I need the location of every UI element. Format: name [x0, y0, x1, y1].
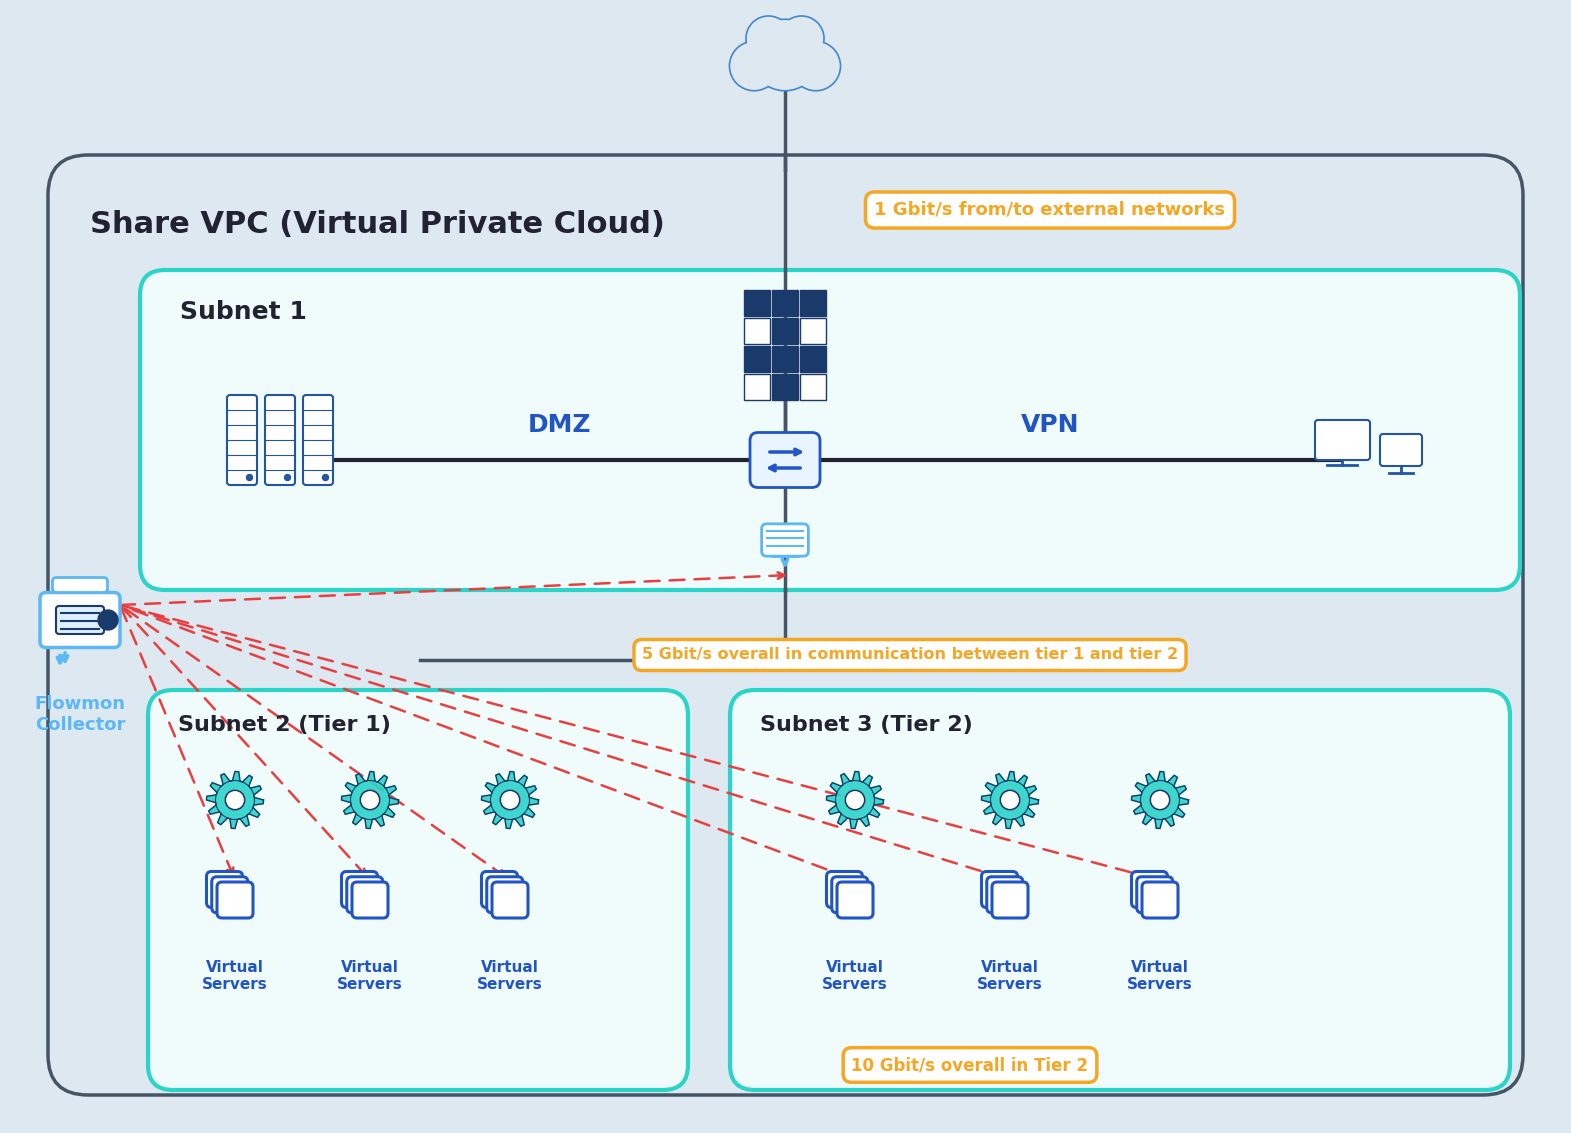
Text: 5 Gbit/s overall in communication between tier 1 and tier 2: 5 Gbit/s overall in communication betwee… [643, 647, 1178, 663]
Circle shape [749, 19, 820, 91]
FancyBboxPatch shape [265, 395, 295, 485]
Circle shape [247, 475, 253, 480]
Circle shape [751, 20, 818, 90]
FancyBboxPatch shape [1142, 881, 1178, 918]
Text: Virtual
Servers: Virtual Servers [478, 960, 544, 993]
Polygon shape [341, 772, 399, 828]
Text: Virtual
Servers: Virtual Servers [977, 960, 1043, 993]
Bar [745, 347, 770, 372]
Circle shape [793, 43, 839, 90]
FancyBboxPatch shape [492, 881, 528, 918]
Circle shape [500, 790, 520, 810]
Bar [773, 318, 798, 343]
Circle shape [284, 475, 291, 480]
Bar [773, 374, 798, 400]
FancyBboxPatch shape [57, 606, 104, 634]
Polygon shape [826, 772, 883, 828]
Text: Virtual
Servers: Virtual Servers [1126, 960, 1192, 993]
FancyBboxPatch shape [991, 881, 1027, 918]
Bar [745, 290, 770, 316]
Circle shape [225, 790, 245, 810]
Bar [773, 347, 798, 372]
Circle shape [97, 610, 118, 630]
FancyBboxPatch shape [831, 877, 867, 913]
Text: Flowmon
Collector: Flowmon Collector [35, 695, 126, 734]
Text: Virtual
Servers: Virtual Servers [338, 960, 402, 993]
Text: 1 Gbit/s from/to external networks: 1 Gbit/s from/to external networks [875, 201, 1225, 219]
Text: Virtual
Servers: Virtual Servers [822, 960, 888, 993]
Bar [800, 290, 826, 316]
Bar [773, 290, 798, 316]
Circle shape [781, 17, 823, 60]
Polygon shape [1131, 772, 1189, 828]
FancyBboxPatch shape [1379, 434, 1422, 466]
Text: Subnet 3 (Tier 2): Subnet 3 (Tier 2) [760, 715, 972, 735]
FancyBboxPatch shape [352, 881, 388, 918]
Polygon shape [206, 772, 264, 828]
FancyBboxPatch shape [987, 877, 1023, 913]
Circle shape [845, 790, 864, 810]
FancyBboxPatch shape [212, 877, 248, 913]
FancyBboxPatch shape [49, 155, 1522, 1094]
FancyBboxPatch shape [341, 871, 377, 908]
FancyBboxPatch shape [52, 578, 107, 593]
Circle shape [731, 43, 778, 90]
FancyBboxPatch shape [148, 690, 688, 1090]
FancyBboxPatch shape [762, 523, 809, 556]
Circle shape [360, 790, 380, 810]
FancyBboxPatch shape [481, 871, 517, 908]
Bar [800, 318, 826, 343]
Circle shape [322, 475, 328, 480]
Circle shape [792, 42, 840, 91]
Circle shape [746, 17, 790, 60]
FancyBboxPatch shape [731, 690, 1510, 1090]
Bar [745, 318, 770, 343]
FancyBboxPatch shape [140, 270, 1521, 590]
Text: Virtual
Servers: Virtual Servers [203, 960, 269, 993]
FancyBboxPatch shape [1315, 420, 1370, 460]
FancyBboxPatch shape [39, 593, 119, 647]
Text: DMZ: DMZ [528, 414, 592, 437]
FancyBboxPatch shape [749, 433, 820, 487]
Text: VPN: VPN [1021, 414, 1079, 437]
Bar [800, 374, 826, 400]
FancyBboxPatch shape [837, 881, 873, 918]
Bar [800, 347, 826, 372]
FancyBboxPatch shape [206, 871, 242, 908]
Text: Subnet 2 (Tier 1): Subnet 2 (Tier 1) [178, 715, 391, 735]
FancyBboxPatch shape [217, 881, 253, 918]
Text: 10 Gbit/s overall in Tier 2: 10 Gbit/s overall in Tier 2 [851, 1056, 1089, 1074]
Circle shape [779, 17, 823, 60]
Text: Subnet 1: Subnet 1 [181, 300, 306, 324]
FancyBboxPatch shape [982, 871, 1018, 908]
Circle shape [731, 42, 778, 91]
FancyBboxPatch shape [1131, 871, 1167, 908]
Polygon shape [982, 772, 1038, 828]
Text: Share VPC (Virtual Private Cloud): Share VPC (Virtual Private Cloud) [90, 210, 665, 239]
Circle shape [1001, 790, 1020, 810]
FancyBboxPatch shape [347, 877, 383, 913]
FancyBboxPatch shape [226, 395, 258, 485]
FancyBboxPatch shape [826, 871, 862, 908]
FancyBboxPatch shape [1137, 877, 1172, 913]
Circle shape [748, 17, 790, 60]
Bar [745, 374, 770, 400]
FancyBboxPatch shape [487, 877, 523, 913]
FancyBboxPatch shape [303, 395, 333, 485]
Polygon shape [481, 772, 539, 828]
Circle shape [1150, 790, 1170, 810]
